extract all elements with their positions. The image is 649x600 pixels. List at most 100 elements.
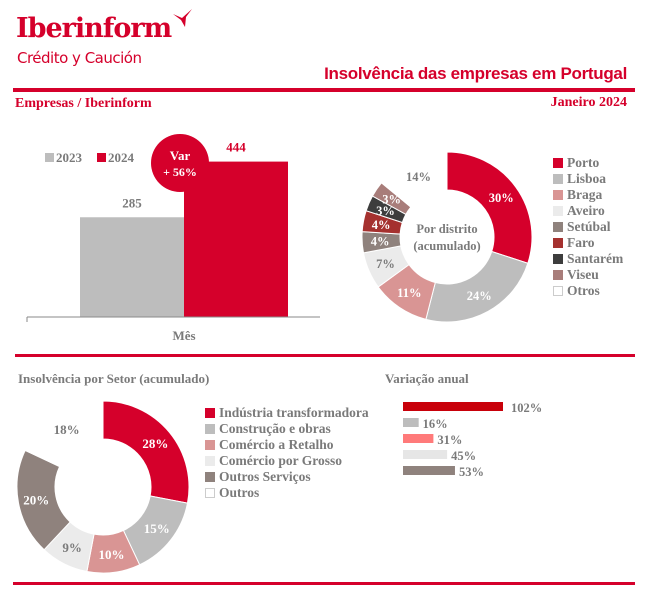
monthly-bar-chart: 2023 2024 285 444 Mês Var + 56% bbox=[26, 134, 320, 343]
bar-value-label-2023: 285 bbox=[122, 195, 142, 210]
legend-label: Faro bbox=[567, 235, 595, 250]
district-legend-item: Otros bbox=[553, 283, 623, 299]
legend-label: Braga bbox=[567, 187, 603, 202]
legend-label: Aveiro bbox=[567, 203, 605, 218]
legend-label: Otros bbox=[567, 283, 600, 298]
sector-legend-item: Outros bbox=[205, 485, 369, 501]
district-legend-item: Braga bbox=[553, 187, 623, 203]
variation-bar-2 bbox=[403, 434, 434, 443]
legend-label: Lisboa bbox=[567, 171, 607, 186]
variation-bar-label-1: 16% bbox=[423, 417, 448, 431]
footer-divider bbox=[13, 582, 635, 585]
logo-bird-icon bbox=[173, 9, 192, 27]
bar-value-label-2024: 444 bbox=[226, 140, 246, 155]
legend-swatch bbox=[205, 440, 215, 450]
legend-swatch bbox=[553, 158, 563, 168]
middle-divider bbox=[15, 354, 635, 357]
district-slice-label-1: 24% bbox=[467, 289, 492, 303]
sector-legend-item: Comércio por Grosso bbox=[205, 453, 369, 469]
legend-label: Porto bbox=[567, 155, 600, 170]
sector-slice-label-4: 20% bbox=[23, 492, 49, 507]
legend-swatch bbox=[205, 408, 215, 418]
district-slice-label-6: 3% bbox=[376, 204, 395, 218]
sector-slice-label-3: 9% bbox=[62, 540, 82, 555]
sector-legend-item: Indústria transformadora bbox=[205, 405, 369, 421]
variation-badge-value: + 56% bbox=[163, 165, 197, 179]
district-legend: Porto Lisboa Braga Aveiro Setúbal Faro Santaré… bbox=[553, 155, 623, 299]
district-slice-1 bbox=[425, 250, 529, 323]
district-legend-item: Porto bbox=[553, 155, 623, 171]
legend-label: Viseu bbox=[567, 267, 599, 282]
district-slice-label-0: 30% bbox=[489, 191, 514, 205]
legend-swatch bbox=[553, 206, 563, 216]
district-slice-8 bbox=[380, 151, 448, 208]
legend-swatch bbox=[205, 488, 215, 498]
legend-swatch bbox=[553, 238, 563, 248]
x-axis-label: Mês bbox=[172, 328, 195, 343]
legend-label-2024: 2024 bbox=[108, 150, 135, 165]
section-label-left: Empresas / Iberinform bbox=[15, 96, 152, 111]
variation-badge: Var + 56% bbox=[151, 134, 209, 192]
variation-bar-chart: 102% 16% 31% 45% 53% bbox=[403, 401, 542, 479]
district-slice-label-7: 3% bbox=[382, 193, 401, 207]
legend-swatch bbox=[553, 222, 563, 232]
legend-label: Setúbal bbox=[567, 219, 611, 234]
variation-bar-1 bbox=[403, 418, 419, 427]
district-slice-label-3: 7% bbox=[376, 257, 395, 271]
district-slice-0 bbox=[446, 151, 533, 264]
variation-chart-title: Variação anual bbox=[385, 371, 469, 386]
bar-legend: 2023 2024 bbox=[45, 150, 135, 165]
sector-legend-item: Outros Serviços bbox=[205, 469, 369, 485]
date-label: Janeiro 2024 bbox=[550, 95, 627, 110]
legend-label: Outros Serviços bbox=[219, 469, 311, 484]
district-legend-item: Lisboa bbox=[553, 171, 623, 187]
variation-bar-label-2: 31% bbox=[437, 433, 462, 447]
district-legend-item: Aveiro bbox=[553, 203, 623, 219]
header-divider bbox=[13, 88, 635, 92]
sector-chart-title: Insolvência por Setor (acumulado) bbox=[18, 371, 210, 386]
legend-swatch bbox=[553, 174, 563, 184]
district-slice-label-2: 11% bbox=[397, 286, 421, 300]
legend-swatch-2023 bbox=[45, 153, 54, 162]
district-legend-item: Viseu bbox=[553, 267, 623, 283]
legend-swatch bbox=[553, 286, 563, 296]
sector-donut-chart: 28% 15% 10% 9% 20% 18% bbox=[16, 400, 190, 574]
variation-bar-label-3: 45% bbox=[451, 449, 476, 463]
legend-swatch bbox=[553, 270, 563, 280]
sector-slice-label-1: 15% bbox=[144, 521, 170, 536]
legend-swatch bbox=[205, 424, 215, 434]
legend-label: Comércio por Grosso bbox=[219, 453, 342, 468]
legend-swatch bbox=[205, 472, 215, 482]
legend-label: Indústria transformadora bbox=[219, 405, 369, 420]
legend-swatch-2024 bbox=[97, 153, 106, 162]
sector-slice-0 bbox=[102, 400, 190, 504]
brand-logo: Iberinform bbox=[16, 13, 172, 44]
district-legend-item: Setúbal bbox=[553, 219, 623, 235]
sector-slice-label-2: 10% bbox=[99, 547, 125, 562]
variation-bar-label-4: 53% bbox=[459, 465, 484, 479]
district-slice-label-8: 14% bbox=[406, 170, 431, 184]
legend-swatch bbox=[553, 254, 563, 264]
district-slice-label-5: 4% bbox=[372, 218, 391, 232]
district-slice-label-4: 4% bbox=[371, 235, 390, 249]
sector-legend-item: Comércio a Retalho bbox=[205, 437, 369, 453]
variation-badge-title: Var bbox=[170, 148, 191, 163]
district-legend-item: Faro bbox=[553, 235, 623, 251]
legend-swatch bbox=[205, 456, 215, 466]
district-center-label-1: (acumulado) bbox=[413, 239, 480, 253]
legend-label-2023: 2023 bbox=[56, 150, 83, 165]
district-donut-chart: 30%24%11%7%4%4%3%3%14%Por distrito(acumu… bbox=[361, 151, 533, 323]
sector-legend: Indústria transformadora Construção e obr… bbox=[205, 405, 369, 501]
legend-label: Santarém bbox=[567, 251, 624, 266]
bar-2024 bbox=[184, 161, 288, 317]
sector-legend-item: Construção e obras bbox=[205, 421, 369, 437]
legend-swatch bbox=[553, 190, 563, 200]
legend-label: Comércio a Retalho bbox=[219, 437, 334, 452]
variation-bar-3 bbox=[403, 450, 448, 459]
brand-tagline: Crédito y Caución bbox=[17, 49, 142, 67]
variation-bar-0 bbox=[403, 402, 503, 411]
sector-slice-5 bbox=[24, 400, 104, 468]
district-legend-item: Santarém bbox=[553, 251, 623, 267]
sector-slice-label-0: 28% bbox=[142, 436, 168, 451]
variation-bar-4 bbox=[403, 466, 455, 475]
